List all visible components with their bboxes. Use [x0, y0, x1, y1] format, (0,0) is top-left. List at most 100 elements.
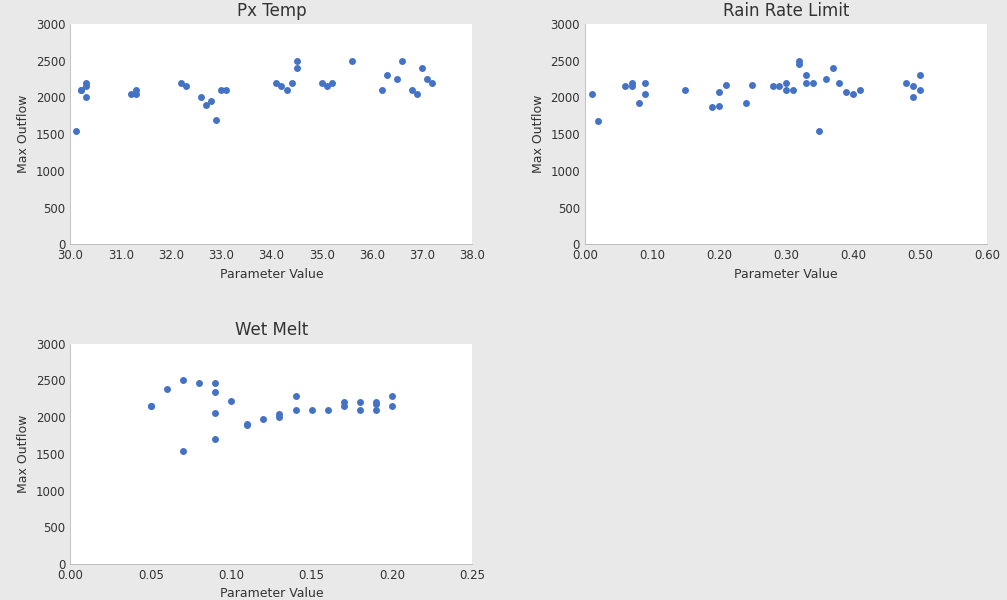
Point — [368, 405, 384, 415]
Point — [123, 89, 139, 98]
Point — [384, 392, 400, 401]
Point — [911, 71, 927, 80]
Point — [78, 82, 94, 91]
Point — [852, 85, 868, 95]
Point — [738, 98, 754, 108]
Y-axis label: Max Outflow: Max Outflow — [17, 415, 30, 493]
Point — [279, 85, 295, 95]
Point — [178, 82, 194, 91]
Point — [792, 59, 808, 69]
Point — [812, 127, 828, 136]
Point — [368, 399, 384, 409]
Point — [318, 82, 334, 91]
Title: Rain Rate Limit: Rain Rate Limit — [723, 2, 849, 20]
Point — [351, 398, 368, 407]
Point — [240, 419, 256, 429]
Point — [288, 405, 304, 415]
Point — [335, 398, 351, 407]
Point — [78, 92, 94, 102]
Point — [240, 421, 256, 430]
Point — [379, 71, 395, 80]
Point — [143, 401, 159, 411]
Point — [73, 85, 89, 95]
Point — [175, 446, 191, 455]
Point — [623, 78, 639, 88]
Point — [368, 398, 384, 407]
X-axis label: Parameter Value: Parameter Value — [734, 268, 838, 281]
Point — [678, 85, 694, 95]
Point — [389, 74, 405, 84]
Point — [590, 116, 606, 126]
Point — [784, 85, 801, 95]
Point — [384, 401, 400, 411]
Point — [584, 89, 600, 98]
Point — [404, 85, 420, 95]
Point — [319, 405, 335, 415]
Point — [832, 78, 848, 88]
Point — [771, 82, 787, 91]
Point — [272, 409, 288, 419]
Point — [67, 126, 84, 136]
Point — [289, 56, 305, 65]
Point — [284, 78, 300, 88]
Point — [78, 78, 94, 88]
Point — [343, 56, 359, 65]
Point — [213, 85, 230, 95]
Point — [335, 401, 351, 411]
Point — [289, 63, 305, 73]
Point — [711, 101, 727, 111]
Point — [718, 80, 734, 90]
Point — [219, 85, 235, 95]
Point — [419, 74, 435, 84]
Point — [623, 82, 639, 91]
Point — [905, 92, 921, 102]
Point — [288, 392, 304, 401]
Point — [191, 378, 207, 388]
Point — [711, 87, 727, 97]
Point — [256, 414, 272, 424]
Point — [208, 115, 225, 124]
Point — [207, 434, 224, 444]
Point — [175, 376, 191, 385]
Point — [617, 82, 633, 91]
Point — [798, 71, 814, 80]
Point — [414, 63, 430, 73]
Point — [207, 387, 224, 397]
Point — [409, 89, 425, 98]
Point — [704, 102, 720, 112]
Point — [394, 56, 410, 65]
Point — [630, 98, 646, 107]
Point — [159, 385, 175, 394]
Point — [424, 78, 440, 88]
X-axis label: Parameter Value: Parameter Value — [220, 268, 323, 281]
Point — [805, 78, 821, 88]
Y-axis label: Max Outflow: Max Outflow — [17, 95, 30, 173]
Point — [818, 74, 834, 84]
Point — [898, 78, 914, 88]
Point — [798, 78, 814, 88]
Point — [905, 82, 921, 91]
Point — [845, 89, 861, 98]
Point — [207, 408, 224, 418]
Point — [224, 396, 240, 406]
Point — [73, 85, 89, 95]
Point — [303, 405, 319, 415]
Point — [143, 401, 159, 411]
Point — [128, 85, 144, 95]
X-axis label: Parameter Value: Parameter Value — [220, 587, 323, 600]
Point — [193, 92, 209, 102]
Point — [911, 85, 927, 95]
Point — [269, 78, 285, 88]
Point — [198, 100, 214, 110]
Point — [274, 82, 290, 91]
Point — [637, 78, 654, 88]
Point — [744, 80, 760, 90]
Point — [374, 85, 390, 95]
Point — [777, 85, 794, 95]
Point — [351, 405, 368, 415]
Point — [637, 89, 654, 98]
Title: Wet Melt: Wet Melt — [235, 321, 308, 339]
Point — [777, 78, 794, 88]
Point — [792, 56, 808, 65]
Point — [825, 63, 841, 73]
